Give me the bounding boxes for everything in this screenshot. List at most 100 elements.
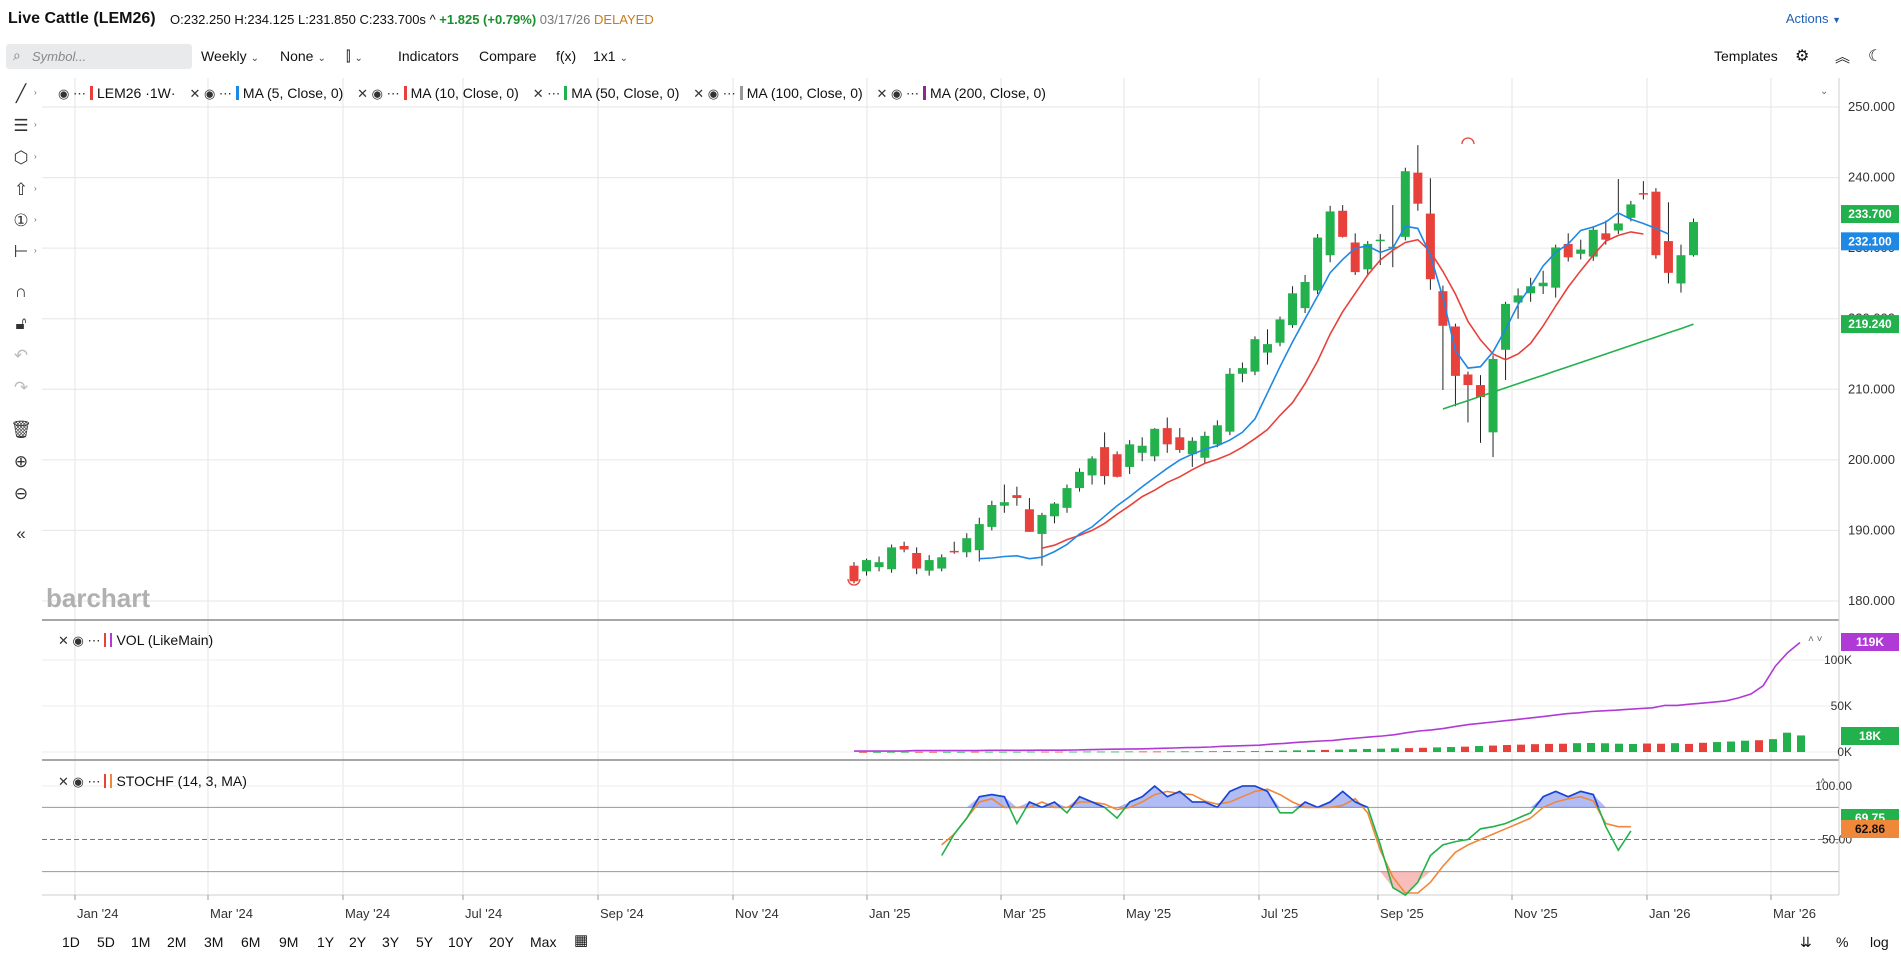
scroll-end-icon[interactable]: ⇊ [1800,934,1812,950]
undo-icon[interactable]: ↶ [13,346,29,365]
ma50-legend-label: MA (50, Close, 0) [571,85,680,101]
shape-tool-icon[interactable]: ⬡ › [13,148,37,167]
dark-mode-icon[interactable]: ☾ [1868,48,1883,65]
close-icon[interactable]: ✕ ◉ ⋯ [58,774,101,789]
volume-legend: ✕ ◉ ⋯ VOL (LikeMain) [58,632,213,649]
y-tick-label: 190.000 [1848,522,1895,537]
candle [1012,495,1022,498]
eye-icon[interactable]: ✕ ◉ ⋯ [876,86,920,101]
price-chart[interactable]: Jan '24 Mar '24 May '24 Jul '24 Sep '24 Nov '… [0,0,1901,928]
range-5y-button[interactable]: 5Y [416,934,434,950]
volume-bar [1153,751,1161,753]
range-1d-button[interactable]: 1D [62,934,80,950]
measure-tool-icon[interactable]: ⊢ › [13,242,37,261]
volume-bar [985,751,993,753]
chart-type-dropdown[interactable]: ⫿ ⌄ [346,48,363,65]
range-1y-button[interactable]: 1Y [317,934,335,950]
volume-bar [1139,751,1147,753]
candle [1538,282,1548,287]
volume-bar [1643,743,1651,752]
redo-icon[interactable]: ↷ [13,378,29,397]
range-6m-button[interactable]: 6M [241,934,261,950]
stoch-legend-label: STOCHF (14, 3, MA) [116,773,247,789]
annotation-tool-icon[interactable]: ① › [13,211,37,230]
fib-tool-icon[interactable]: ☰ › [13,116,37,135]
volume-bar [1741,740,1749,752]
range-20y-button[interactable]: 20Y [489,934,514,950]
volume-bar [1083,751,1091,753]
lock-icon[interactable]: 🔓︎ [15,314,27,333]
actions-menu[interactable]: Actions ▼ [1786,11,1841,26]
quote-date: 03/17/26 [539,12,591,27]
magnet-icon[interactable]: ∩ [14,282,28,301]
range-10y-button[interactable]: 10Y [448,934,473,950]
gear-icon[interactable]: ⚙ [1795,48,1810,65]
collapse-left-icon[interactable]: « [16,524,26,543]
range-2m-button[interactable]: 2M [167,934,187,950]
calendar-icon[interactable]: ▦ [574,932,589,949]
close-icon[interactable]: ◉ ⋯ [58,86,86,101]
candle [1375,239,1385,242]
volume-bar [943,751,951,753]
volume-bar [1685,743,1693,752]
percent-toggle[interactable]: % [1836,934,1849,950]
range-9m-button[interactable]: 9M [279,934,299,950]
chevron-down-icon[interactable]: ⌄ [1820,86,1829,97]
close-icon[interactable]: ✕ ◉ ⋯ [58,633,101,648]
zoom-in-icon[interactable]: ⊕ [13,452,29,471]
candle [1162,428,1172,445]
x-tick-label: Nov '24 [735,906,779,921]
ma10-legend-label: MA (10, Close, 0) [410,85,519,101]
pane-resize-icon[interactable]: ˄ ˅ [1808,634,1823,645]
eye-icon[interactable]: ✕ ◉ ⋯ [357,86,400,101]
chevron-up-icon[interactable]: ˄ [1820,776,1826,787]
volume-bar [1237,751,1245,752]
range-5d-button[interactable]: 5D [97,934,115,950]
eye-icon[interactable]: ✕ ⋯ [532,86,561,101]
arrow-tool-icon[interactable]: ⇧ › [13,180,37,199]
candle [1400,171,1410,237]
range-3m-button[interactable]: 3M [204,934,224,950]
close-value: C:233.700s [359,12,426,27]
candle [1212,425,1222,445]
candle [1689,222,1699,256]
fx-button[interactable]: f(x) [556,48,577,64]
volume-bar [1013,751,1021,753]
symbol-search[interactable]: ⌕ Symbol... [6,44,192,69]
log-toggle[interactable]: log [1870,934,1889,950]
candle [1513,295,1523,303]
range-3y-button[interactable]: 3Y [382,934,400,950]
volume-bar [1377,748,1385,752]
chart-grid [42,78,1839,895]
layout-dropdown[interactable]: 1x1 ⌄ [593,48,628,64]
volume-bar [1657,743,1665,752]
candle [1526,286,1536,294]
candle [1187,440,1197,455]
series-swatch [89,86,93,100]
symbol-input[interactable]: Symbol... [32,49,87,64]
templates-button[interactable]: Templates [1714,48,1778,64]
collapse-up-icon[interactable]: ︽ [1835,49,1851,66]
volume-bar [1111,751,1119,753]
eye-icon[interactable]: ✕ ◉ ⋯ [693,86,736,101]
indicators-button[interactable]: Indicators [398,48,459,64]
eye-icon[interactable]: ✕ ◉ ⋯ [189,86,232,101]
overlay-dropdown[interactable]: None ⌄ [280,48,326,64]
compare-button[interactable]: Compare [479,48,537,64]
zoom-out-icon[interactable]: ⊖ [13,484,29,503]
range-max-button[interactable]: Max [530,934,557,950]
ma200-swatch [923,86,927,100]
line-tool-icon[interactable]: ╱ › [15,84,37,103]
volume-bar [929,751,937,753]
range-2y-button[interactable]: 2Y [349,934,367,950]
range-1m-button[interactable]: 1M [131,934,151,950]
interval-dropdown[interactable]: Weekly ⌄ [201,48,259,64]
volume-bar [1321,749,1329,752]
x-tick-label: Mar '26 [1773,906,1816,921]
trash-icon[interactable]: 🗑︎ [10,420,32,439]
candle [1551,247,1561,288]
ma200-legend-label: MA (200, Close, 0) [930,85,1046,101]
volume-bar [1405,748,1413,752]
candle [1300,282,1310,309]
